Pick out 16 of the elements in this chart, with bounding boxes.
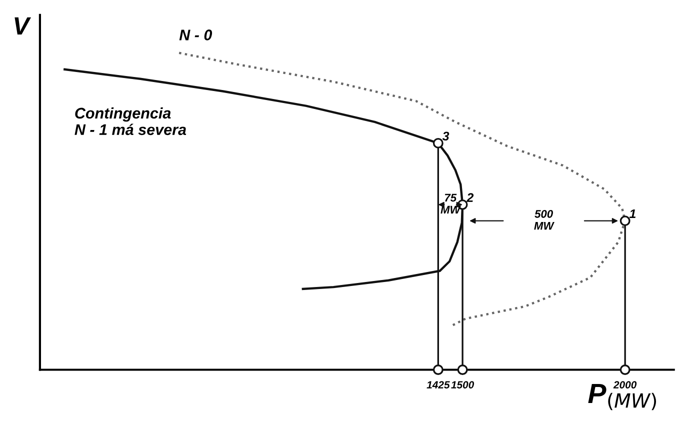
point <box>432 364 444 375</box>
y-axis-title: V <box>14 17 32 35</box>
point <box>620 216 630 226</box>
point <box>620 364 630 375</box>
annotation: 2 <box>466 193 474 202</box>
point <box>432 138 444 148</box>
series-label: Contingencia N - 1 má severa <box>74 107 186 136</box>
series-label: N - 0 <box>179 30 212 40</box>
x-tick-label: 1425 <box>426 381 450 389</box>
annotation: 1 <box>629 209 636 218</box>
x-tick-label: 1500 <box>451 381 474 389</box>
annotation: 500 MW <box>534 210 554 230</box>
x-tick-label: 2000 <box>613 381 637 389</box>
annotation: 75 MW <box>440 194 462 214</box>
point <box>457 364 468 375</box>
annotation: 3 <box>442 132 450 141</box>
